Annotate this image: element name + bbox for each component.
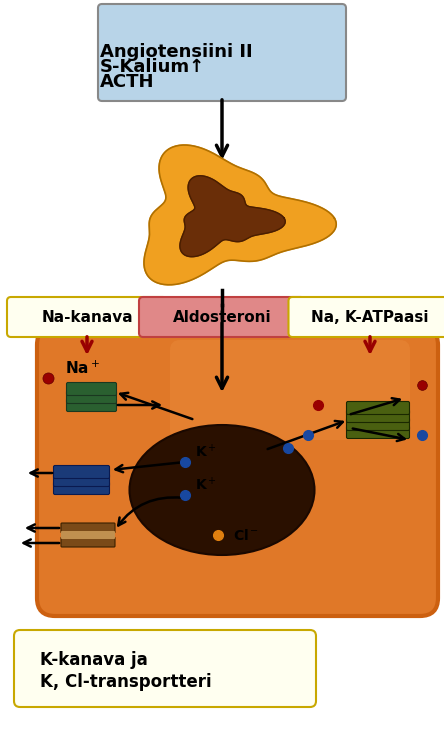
FancyBboxPatch shape (346, 409, 409, 423)
Polygon shape (180, 176, 285, 257)
FancyBboxPatch shape (346, 417, 409, 431)
Text: K$^+$: K$^+$ (195, 443, 217, 461)
FancyBboxPatch shape (98, 4, 346, 101)
FancyBboxPatch shape (170, 340, 410, 440)
FancyBboxPatch shape (61, 531, 115, 539)
FancyBboxPatch shape (67, 391, 116, 403)
FancyBboxPatch shape (61, 523, 115, 533)
Text: K, Cl-transportteri: K, Cl-transportteri (40, 673, 212, 691)
Ellipse shape (130, 425, 314, 555)
FancyBboxPatch shape (53, 466, 110, 478)
Text: Aldosteroni: Aldosteroni (173, 310, 271, 324)
Polygon shape (144, 145, 336, 285)
Text: Na$^+$: Na$^+$ (65, 359, 100, 376)
FancyBboxPatch shape (37, 327, 438, 616)
Text: Angiotensiini II: Angiotensiini II (100, 43, 253, 61)
FancyBboxPatch shape (7, 297, 167, 337)
FancyBboxPatch shape (53, 473, 110, 487)
Text: K$^+$: K$^+$ (195, 476, 217, 494)
Text: Na-kanava: Na-kanava (41, 310, 133, 324)
Text: Na, K-ATPaasi: Na, K-ATPaasi (311, 310, 429, 324)
FancyBboxPatch shape (14, 630, 316, 707)
FancyBboxPatch shape (53, 481, 110, 495)
FancyBboxPatch shape (139, 297, 305, 337)
FancyBboxPatch shape (61, 537, 115, 547)
FancyBboxPatch shape (67, 399, 116, 411)
Text: K-kanava ja: K-kanava ja (40, 651, 148, 669)
Text: S-Kalium↑: S-Kalium↑ (100, 58, 205, 76)
FancyBboxPatch shape (346, 426, 409, 438)
FancyBboxPatch shape (346, 402, 409, 414)
FancyBboxPatch shape (289, 297, 444, 337)
Text: ACTH: ACTH (100, 73, 155, 91)
Text: Cl$^-$: Cl$^-$ (233, 527, 259, 542)
FancyBboxPatch shape (67, 382, 116, 396)
